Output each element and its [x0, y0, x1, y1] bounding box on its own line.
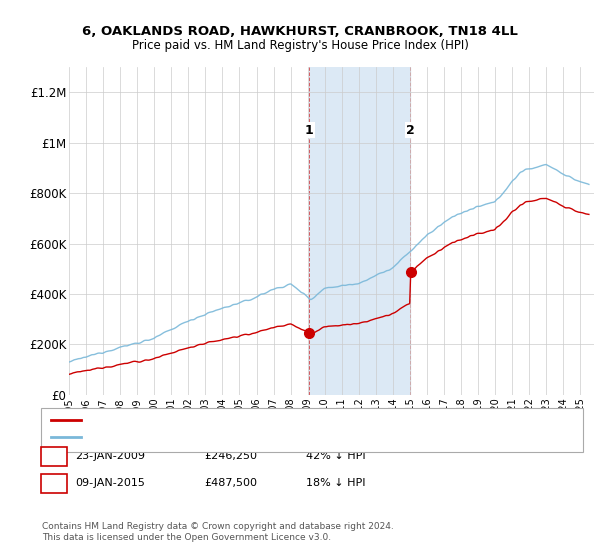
Text: 42% ↓ HPI: 42% ↓ HPI [306, 451, 365, 461]
Text: This data is licensed under the Open Government Licence v3.0.: This data is licensed under the Open Gov… [42, 533, 331, 542]
Text: 23-JAN-2009: 23-JAN-2009 [75, 451, 145, 461]
Text: 18% ↓ HPI: 18% ↓ HPI [306, 478, 365, 488]
Text: 09-JAN-2015: 09-JAN-2015 [75, 478, 145, 488]
Text: 2: 2 [50, 477, 58, 490]
Text: 6, OAKLANDS ROAD, HAWKHURST, CRANBROOK, TN18 4LL: 6, OAKLANDS ROAD, HAWKHURST, CRANBROOK, … [82, 25, 518, 38]
Text: Price paid vs. HM Land Registry's House Price Index (HPI): Price paid vs. HM Land Registry's House … [131, 39, 469, 52]
Text: 1: 1 [50, 450, 58, 463]
Text: £246,250: £246,250 [204, 451, 257, 461]
Text: 1: 1 [304, 124, 313, 137]
Bar [309, 67, 410, 395]
Text: Contains HM Land Registry data © Crown copyright and database right 2024.: Contains HM Land Registry data © Crown c… [42, 522, 394, 531]
Text: 6, OAKLANDS ROAD, HAWKHURST, CRANBROOK, TN18 4LL (detached house): 6, OAKLANDS ROAD, HAWKHURST, CRANBROOK, … [87, 415, 488, 425]
Text: £487,500: £487,500 [204, 478, 257, 488]
Text: 2: 2 [406, 124, 415, 137]
Text: HPI: Average price, detached house, Tunbridge Wells: HPI: Average price, detached house, Tunb… [87, 432, 362, 442]
